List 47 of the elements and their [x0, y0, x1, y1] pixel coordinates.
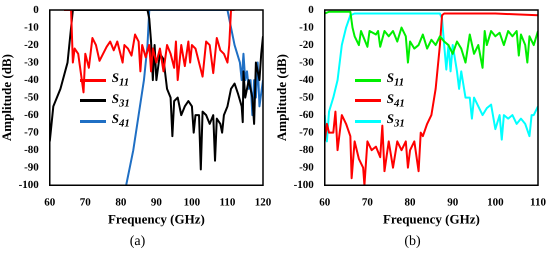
y-tick-label: -10	[299, 21, 314, 34]
y-tick-label: -50	[299, 91, 314, 104]
legend-label: S$_{41}$	[386, 90, 405, 112]
y-tick-label: -100	[18, 179, 40, 192]
legend-label: S$_{31}$	[112, 90, 130, 112]
x-tick-label: 60	[319, 196, 331, 209]
x-tick-label: 60	[44, 196, 56, 209]
x-axis-title: Frequency (GHz)	[108, 212, 205, 227]
y-tick-label: -70	[24, 126, 40, 138]
x-tick-label: 90	[150, 196, 162, 209]
x-axis-title: Frequency (GHz)	[382, 212, 480, 227]
x-tick-label: 90	[447, 196, 459, 209]
x-tick-label: 110	[530, 196, 546, 209]
legend-label: S$_{31}$	[386, 111, 405, 132]
y-tick-label: -70	[299, 126, 314, 138]
y-tick-label: -100	[294, 179, 314, 192]
x-tick-label: 70	[80, 196, 92, 209]
y-tick-label: -60	[299, 108, 314, 121]
y-tick-label: -50	[24, 91, 40, 104]
y-tick-label: 0	[308, 4, 314, 16]
x-tick-label: 100	[184, 196, 201, 209]
legend-label: S$_{11}$	[112, 70, 130, 91]
x-tick-label: 80	[404, 196, 416, 209]
legend-label: S$_{41}$	[112, 111, 130, 132]
y-tick-label: -20	[299, 38, 314, 51]
x-tick-label: 120	[254, 196, 272, 209]
y-tick-label: -90	[24, 162, 40, 174]
x-tick-label: 80	[115, 196, 127, 209]
y-tick-label: -60	[24, 108, 40, 121]
legend-label: S$_{11}$	[386, 70, 404, 91]
text: (a)	[128, 234, 146, 250]
y-tick-label: -20	[24, 38, 40, 51]
x-tick-label: 110	[220, 196, 236, 209]
x-tick-label: 100	[487, 196, 504, 209]
y-tick-label: -30	[24, 56, 40, 68]
y-tick-label: -80	[24, 144, 40, 156]
y-tick-label: -90	[299, 162, 314, 174]
y-tick-label: -80	[299, 144, 314, 156]
y-tick-label: -10	[24, 21, 40, 34]
y-axis-title: Amplitude (dB)	[0, 54, 14, 142]
y-tick-label: -30	[299, 56, 314, 68]
y-tick-label: -40	[24, 74, 40, 86]
y-tick-label: -40	[299, 74, 314, 86]
x-tick-label: 70	[362, 196, 374, 209]
text: (b)	[403, 234, 422, 250]
y-axis-title: Amplitude (dB)	[274, 54, 290, 142]
y-tick-label: 0	[33, 4, 40, 16]
